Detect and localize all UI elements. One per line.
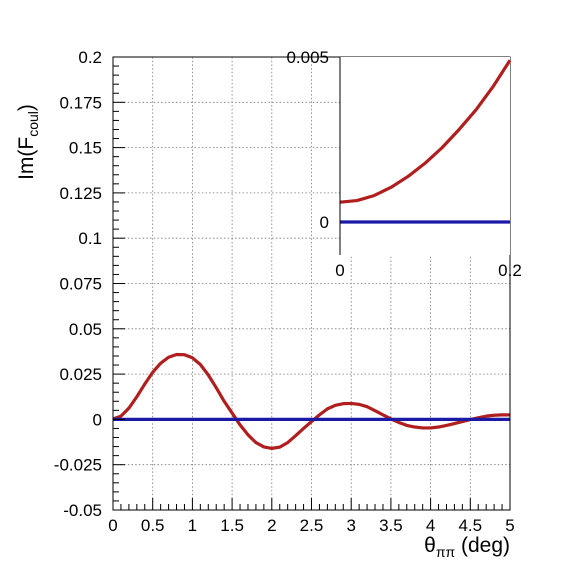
y-axis-title: Im(Fcoul): [15, 104, 41, 180]
main-tick-marks: [112, 56, 511, 511]
y-tick-label: 0.2: [78, 48, 102, 67]
series-line-red: [112, 352, 510, 450]
main-x-tick-labels: 0 0.5 1 1.5 2 2.5 3 3.5 4 4.5 5: [108, 516, 514, 535]
x-axis-title: θππ (deg): [424, 534, 510, 560]
inset-x-tick-label: 0: [335, 261, 344, 280]
y-tick-label: 0.175: [59, 93, 102, 112]
x-tick-label: 2.5: [300, 516, 324, 535]
inset-series-line-red: [339, 59, 512, 204]
y-tick-label: 0.05: [69, 320, 102, 339]
x-axis-title-main: θ: [424, 534, 436, 557]
x-tick-label: 2: [267, 516, 276, 535]
x-tick-label: 5: [505, 516, 514, 535]
x-tick-label: 1: [188, 516, 197, 535]
y-tick-label: -0.05: [63, 501, 102, 520]
inset-x-tick-label: 0.2: [498, 261, 522, 280]
x-tick-label: 0.5: [141, 516, 165, 535]
inset-y-tick-labels: 0 0.005: [286, 48, 329, 232]
y-axis-title-rest: ): [15, 104, 38, 111]
inset-y-tick-label: 0.005: [286, 48, 329, 67]
x-tick-label: 4: [426, 516, 435, 535]
y-tick-label: -0.025: [54, 456, 102, 475]
y-tick-label: 0.1: [78, 229, 102, 248]
inset-background: [340, 57, 510, 255]
y-tick-label: 0.025: [59, 365, 102, 384]
x-tick-label: 3: [346, 516, 355, 535]
x-tick-label: 1.5: [220, 516, 244, 535]
y-tick-label: 0.125: [59, 184, 102, 203]
y-axis-title-sub: coul: [25, 111, 41, 137]
x-axis-title-rest: (deg): [455, 534, 510, 557]
x-tick-label: 4.5: [458, 516, 482, 535]
main-series: [112, 352, 510, 450]
y-tick-label: 0.075: [59, 275, 102, 294]
y-tick-label: 0: [93, 410, 102, 429]
inset-x-tick-labels: 0 0.2: [335, 261, 522, 280]
inset-series: [339, 59, 512, 224]
y-tick-label: 0.15: [69, 139, 102, 158]
main-y-tick-labels: -0.05 -0.025 0 0.025 0.05 0.075 0.1 0.125 0.15 0.…: [54, 48, 102, 520]
y-axis-title-main: Im(F: [15, 137, 38, 180]
x-tick-label: 3.5: [379, 516, 403, 535]
x-axis-title-sub: ππ: [436, 544, 456, 560]
inset-y-tick-label: 0: [320, 213, 329, 232]
x-tick-label: 0: [108, 516, 117, 535]
